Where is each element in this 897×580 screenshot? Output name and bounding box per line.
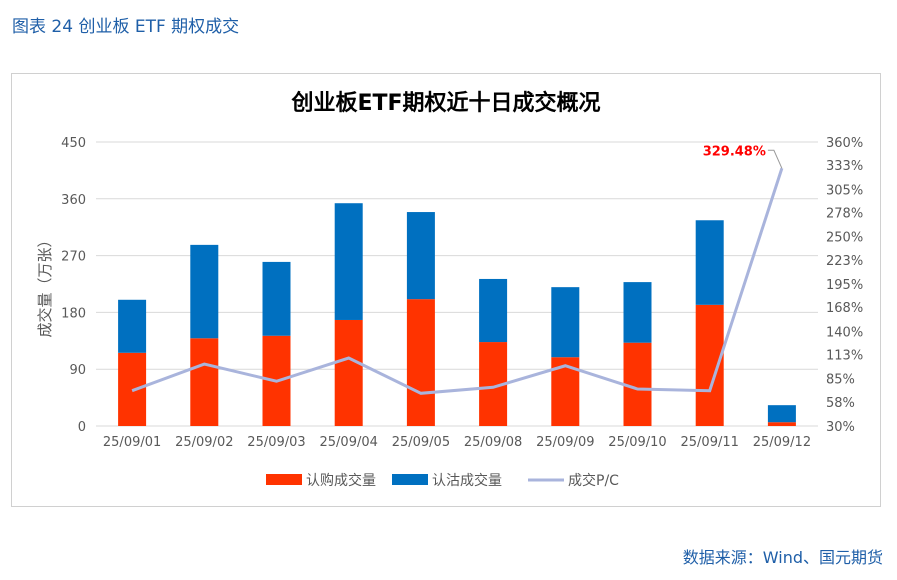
x-tick-label: 25/09/09 (536, 435, 594, 450)
chart-title: 创业板ETF期权近十日成交概况 (290, 90, 600, 116)
y2-tick-label: 360% (826, 136, 863, 151)
put-volume-bar (262, 261, 291, 336)
put-volume-bar (623, 282, 652, 343)
x-tick-label: 25/09/03 (247, 435, 305, 450)
x-tick-label: 25/09/02 (175, 435, 233, 450)
y2-tick-label: 140% (826, 325, 863, 340)
y2-tick-label: 195% (826, 278, 863, 293)
y2-tick-label: 250% (826, 231, 863, 246)
y-tick-label: 0 (78, 420, 86, 435)
legend-swatch (266, 474, 302, 485)
y-tick-label: 360 (61, 193, 86, 208)
call-volume-bar (623, 342, 652, 426)
put-volume-bar (767, 405, 796, 423)
put-volume-bar (479, 278, 508, 343)
y2-tick-label: 113% (826, 349, 863, 364)
x-tick-label: 25/09/04 (320, 435, 378, 450)
x-tick-label: 25/09/10 (608, 435, 666, 450)
call-volume-bar (406, 299, 435, 426)
call-volume-bar (190, 338, 219, 426)
y2-tick-label: 30% (826, 420, 855, 435)
x-tick-label: 25/09/08 (464, 435, 522, 450)
y2-tick-label: 305% (826, 183, 863, 198)
chart-frame (11, 73, 881, 507)
figure-title: 图表 24 创业板 ETF 期权成交 (12, 17, 240, 37)
y2-tick-label: 85% (826, 373, 855, 388)
put-volume-bar (118, 299, 147, 353)
pc-annotation: 329.48% (703, 144, 766, 159)
y-tick-label: 270 (61, 250, 86, 265)
legend-label: 认沽成交量 (432, 472, 502, 489)
y2-tick-label: 58% (826, 396, 855, 411)
pc-ratio-line (131, 167, 784, 395)
annotation-leader (767, 149, 783, 169)
call-volume-bar (767, 422, 796, 426)
put-volume-bar (334, 203, 363, 320)
call-volume-bar (334, 319, 363, 426)
y2-tick-label: 278% (826, 207, 863, 222)
legend-swatch (392, 474, 428, 485)
y2-tick-label: 223% (826, 254, 863, 269)
x-tick-label: 25/09/01 (103, 435, 161, 450)
y2-tick-label: 168% (826, 301, 863, 316)
y-tick-label: 180 (61, 306, 86, 321)
put-volume-bar (695, 220, 724, 305)
put-volume-bar (190, 244, 219, 339)
y-tick-label: 450 (61, 136, 86, 151)
x-tick-label: 25/09/11 (681, 435, 739, 450)
legend-label: 成交P/C (568, 472, 619, 489)
source-note: 数据来源：Wind、国元期货 (682, 548, 883, 567)
legend-label: 认购成交量 (306, 472, 376, 489)
put-volume-bar (551, 287, 580, 358)
x-tick-label: 25/09/05 (392, 435, 450, 450)
y-tick-label: 90 (69, 363, 86, 378)
x-tick-label: 25/09/12 (753, 435, 811, 450)
call-volume-bar (695, 304, 724, 426)
y2-tick-label: 333% (826, 159, 863, 174)
put-volume-bar (406, 212, 435, 300)
y-axis-label: 成交量（万张） (36, 232, 54, 337)
